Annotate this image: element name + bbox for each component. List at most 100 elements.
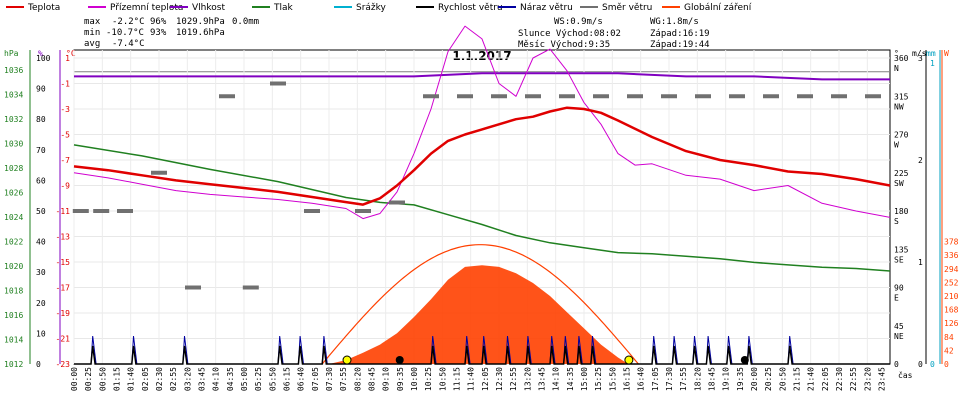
x-tick-label: 10:50 (438, 367, 447, 391)
temp-tick: -7 (60, 156, 70, 165)
wind-direction-point (151, 170, 167, 175)
wind-speed-series (74, 345, 890, 365)
stat-sun-set: Západ:16:19 (650, 29, 710, 39)
direction-tick: 180 (894, 207, 909, 216)
stat-max-press: 1029.9hPa (176, 17, 225, 27)
x-tick-label: 21:15 (793, 367, 802, 391)
x-tick-label: 14:10 (552, 367, 561, 391)
wind-direction-point (491, 94, 507, 99)
radiation-tick: 84 (944, 333, 954, 342)
hpa-unit: hPa (4, 49, 19, 58)
x-tick-label: 18:20 (693, 367, 702, 391)
x-tick-label: 16:15 (623, 367, 632, 391)
wind-direction-point (423, 94, 439, 99)
direction-tick: 0 (894, 360, 899, 369)
humidity-tick: 100 (36, 54, 51, 63)
x-tick-label: 02:55 (169, 367, 178, 391)
x-tick-label: 03:20 (183, 367, 192, 391)
direction-tick: 225 (894, 169, 909, 178)
pressure-tick: 1030 (4, 140, 23, 149)
x-tick-label: 15:25 (594, 367, 603, 391)
x-tick-label: 20:25 (764, 367, 773, 391)
wind-direction-point (219, 94, 235, 99)
radiation-tick: 252 (944, 278, 959, 287)
radiation-tick: 336 (944, 251, 959, 260)
stat-sun: Slunce Východ:08:02 (518, 29, 621, 39)
clear-sky-curve (321, 244, 639, 365)
pressure-tick: 1018 (4, 287, 23, 296)
radiation-tick: 0 (944, 360, 949, 369)
humidity-tick: 20 (36, 299, 46, 308)
direction-tick: 45 (894, 322, 904, 331)
stat-min-hum: 93% (150, 28, 167, 38)
stat-min-temp: -10.7°C (106, 28, 144, 38)
temp-tick: -17 (56, 284, 71, 293)
x-tick-label: 07:05 (311, 367, 320, 391)
humidity-tick: 0 (36, 360, 41, 369)
sunset-marker (624, 355, 634, 365)
humidity-tick: 10 (36, 329, 46, 338)
legend-entry: Tlak (273, 3, 294, 13)
x-tick-label: 00:50 (98, 367, 107, 391)
legend-entry: Přízemní teplota (110, 3, 183, 13)
stat-avg-temp: -7.4°C (112, 39, 145, 49)
x-tick-label: 20:00 (750, 367, 759, 391)
stat-max-temp: -2.2°C (112, 17, 145, 27)
wind-direction-point (661, 94, 677, 99)
pressure-tick: 1028 (4, 164, 23, 173)
pressure-tick: 1034 (4, 91, 23, 100)
x-tick-label: 06:15 (283, 367, 292, 391)
humidity-tick: 40 (36, 238, 46, 247)
pressure-series (73, 144, 891, 272)
x-tick-label: 00:25 (84, 367, 93, 391)
temp-tick: -13 (56, 233, 71, 242)
pressure-tick: 1016 (4, 311, 23, 320)
x-tick-label: 05:50 (268, 367, 277, 391)
x-tick-label: 00:00 (70, 367, 79, 391)
x-tick-label: 02:05 (141, 367, 150, 391)
direction-label: N (894, 64, 899, 73)
degc-unit: °C (66, 49, 76, 58)
direction-tick: 360 (894, 54, 909, 63)
moonset-marker (740, 356, 749, 364)
stat-min-press: 1019.6hPa (176, 28, 225, 38)
wind-tick: 0 (918, 360, 923, 369)
x-tick-label: 19:10 (722, 367, 731, 391)
x-tick-label: 23:45 (878, 367, 887, 391)
direction-label: W (894, 141, 899, 150)
x-tick-label: 17:05 (651, 367, 660, 391)
wind-direction-point (270, 81, 286, 86)
x-tick-label: 17:30 (665, 367, 674, 391)
stat-wg: WG:1.8m/s (650, 17, 699, 27)
humidity-tick: 70 (36, 146, 46, 155)
legend-entry: Rychlost větru (438, 3, 503, 13)
pressure-tick: 1036 (4, 66, 23, 75)
direction-label: S (894, 217, 899, 226)
wind-direction-point (797, 94, 813, 99)
direction-tick: 315 (894, 92, 909, 101)
direction-label: NW (894, 102, 904, 111)
direction-tick: 270 (894, 131, 909, 140)
x-tick-label: 04:35 (226, 367, 235, 391)
rain-tick: 0 (930, 360, 935, 369)
temp-tick: -11 (56, 207, 71, 216)
temp-tick: -9 (60, 182, 70, 191)
wind-direction-point (831, 94, 847, 99)
direction-label: SE (894, 255, 904, 264)
radiation-tick: 210 (944, 292, 959, 301)
pressure-tick: 1032 (4, 115, 23, 124)
x-tick-label: 15:00 (580, 367, 589, 391)
moonrise-marker (395, 356, 404, 364)
humidity-tick: 50 (36, 207, 46, 216)
radiation-tick: 126 (944, 319, 959, 328)
x-tick-label: 14:35 (566, 367, 575, 391)
pressure-tick: 1026 (4, 189, 23, 198)
humidity-tick: 90 (36, 85, 46, 94)
x-tick-label: 21:40 (807, 367, 816, 391)
legend-entry: Vlhkost (192, 3, 225, 13)
stat-label: avg (84, 39, 100, 49)
x-tick-label: 20:50 (778, 367, 787, 391)
wind-tick: 1 (918, 258, 923, 267)
pct-unit: % (38, 49, 43, 58)
